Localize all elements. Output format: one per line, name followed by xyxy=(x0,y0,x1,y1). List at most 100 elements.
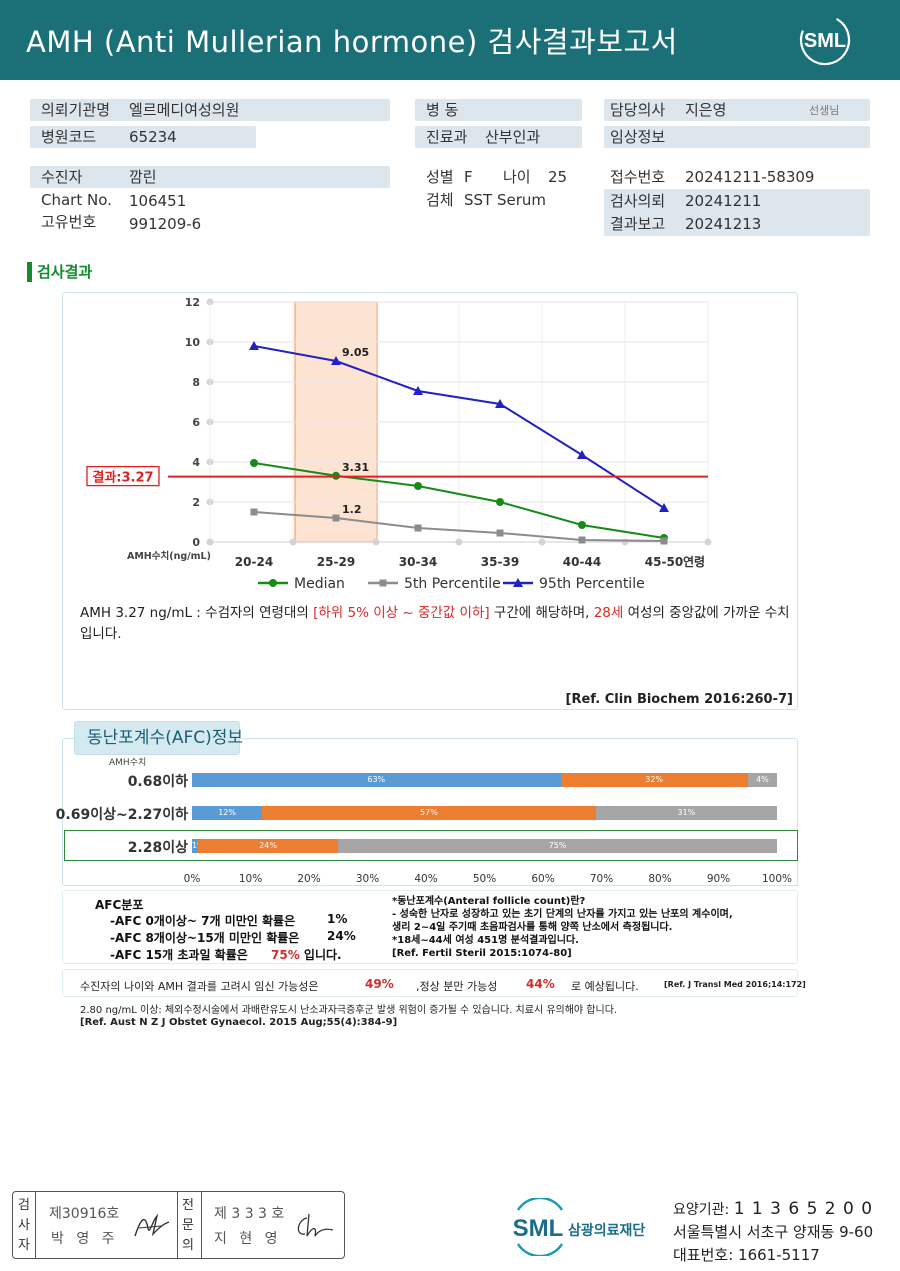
data-point xyxy=(659,503,669,512)
info-bar xyxy=(30,166,390,188)
signature-box: 검사자 제30916호 박 영 주 전문의 제 3 3 3 호 지 현 영 xyxy=(12,1191,345,1259)
data-point xyxy=(250,508,258,516)
receipt-no: 20241211-58309 xyxy=(685,168,815,186)
hospital-code: 65234 xyxy=(129,128,177,146)
afc-bar-segment: 1% xyxy=(192,839,198,853)
examiner-number: 제30916호 xyxy=(49,1206,120,1222)
ohss-ref: [Ref. Aust N Z J Obstet Gynaecol. 2015 A… xyxy=(80,1017,398,1028)
id-no: 991209-6 xyxy=(129,215,202,233)
label-sex: 성별 xyxy=(426,168,454,186)
interp-age: 28세 xyxy=(593,605,624,621)
ohss-warning: 2.80 ng/mL 이상: 체외수정시술에서 과배란유도시 난소과자극증후군 … xyxy=(80,1005,618,1016)
result-panel xyxy=(62,292,798,710)
doctor-suffix: 선생님 xyxy=(809,104,840,117)
data-point xyxy=(379,579,387,587)
interp-part1: AMH 3.27 ng/mL : 수검자의 연령대의 xyxy=(80,605,314,621)
afc-row-label: 2.28이상 xyxy=(127,840,188,856)
afc-stacked-bar: 1%24%75% xyxy=(192,839,777,853)
specialist-label: 전문의 xyxy=(182,1198,194,1253)
report-header: AMH (Anti Mullerian hormone) 검사결과보고서 SML xyxy=(0,0,900,80)
afc-tab: 동난포계수(AFC)정보 xyxy=(74,721,243,755)
y-tick-label: 8 xyxy=(192,376,200,389)
data-point xyxy=(249,341,259,350)
doctor: 지은영 xyxy=(685,101,727,119)
x-tick-label: 40-44 xyxy=(563,555,601,569)
label-age: 나이 xyxy=(503,168,531,186)
label-specimen: 검체 xyxy=(426,191,454,209)
data-point xyxy=(269,579,277,587)
x-tick-label: 45-50 xyxy=(645,555,683,569)
afc-x-tick: 50% xyxy=(472,873,497,885)
label-hospital-code: 병원코드 xyxy=(41,128,97,146)
label-chart-no: Chart No. xyxy=(41,191,112,209)
afc-amh-header: AMH수치 xyxy=(109,758,147,768)
label-ward: 병 동 xyxy=(426,101,459,119)
result-label: 결과:3.27 xyxy=(92,470,153,486)
data-point xyxy=(332,514,340,522)
sml-logo: SML xyxy=(796,12,854,68)
series-line xyxy=(253,345,665,509)
footer-logo-text: SML xyxy=(513,1215,564,1242)
afc-note-2: - 성숙한 난자로 성장하고 있는 초기 단계의 난자를 가지고 있는 난포의 … xyxy=(392,909,733,920)
afc-dist-line-3: -AFC 15개 초과일 확률은 xyxy=(110,948,248,962)
x-axis-suffix: 연령 xyxy=(683,554,705,569)
x-tick-label: 30-34 xyxy=(399,555,437,569)
result-label-box xyxy=(86,465,160,487)
afc-bar-segment: 32% xyxy=(560,773,748,787)
age: 25 xyxy=(548,168,568,186)
label-dept: 진료과 xyxy=(426,128,468,146)
interpretation-text: AMH 3.27 ng/mL : 수검자의 연령대의 [하위 5% 이상 ~ 중… xyxy=(80,603,790,645)
pregnancy-ref: [Ref. J Transl Med 2016;14:172] xyxy=(664,980,806,989)
afc-x-tick: 70% xyxy=(589,873,614,885)
y-tick-label: 2 xyxy=(192,496,200,509)
data-point xyxy=(495,399,505,408)
label-clinical: 임상정보 xyxy=(610,128,666,146)
afc-bar-segment: 4% xyxy=(747,773,777,787)
afc-note-3: 생리 2~4일 주기때 초음파검사를 통해 양쪽 난소에서 측정됩니다. xyxy=(392,922,673,933)
pregnancy-part3: 로 예상됩니다. xyxy=(571,980,639,993)
afc-x-tick: 10% xyxy=(238,873,263,885)
report-date: 20241213 xyxy=(685,215,762,233)
data-point xyxy=(578,521,586,529)
y-tick-label: 4 xyxy=(192,456,200,469)
y-axis-label: AMH수치(ng/mL) xyxy=(127,550,211,562)
chart-no: 106451 xyxy=(129,192,187,210)
data-point xyxy=(496,498,504,506)
afc-row-label: 0.68이하 xyxy=(127,774,188,790)
test-req-date: 20241211 xyxy=(685,192,762,210)
afc-x-tick: 80% xyxy=(648,873,672,885)
amh-line-chart: 0 2 4 6 8 10 12 20-24 25-29 30-34 35-39 40-44 45-50 연… xyxy=(86,296,712,592)
data-point xyxy=(496,529,504,537)
afc-x-tick: 20% xyxy=(297,873,321,885)
info-bar xyxy=(604,99,870,121)
specialist-name: 지 현 영 xyxy=(214,1231,282,1247)
data-point xyxy=(250,459,258,467)
org-address: 서울특별시 서초구 양재동 9-60 xyxy=(673,1223,874,1241)
legend-label: Median xyxy=(294,576,345,592)
afc-dist-line-2: -AFC 8개이상~15개 미만인 확률은 xyxy=(110,931,300,945)
data-label: 3.31 xyxy=(342,461,369,474)
y-tick-label: 6 xyxy=(192,416,200,429)
specialist-number: 제 3 3 3 호 xyxy=(214,1206,285,1222)
info-bar xyxy=(604,189,870,236)
afc-dist-value-3: 75% 입니다. xyxy=(271,948,342,962)
data-point xyxy=(513,578,523,587)
afc-row-label: 0.69이상~2.27이하 xyxy=(55,807,188,823)
section-title: 검사결과 xyxy=(37,263,93,281)
delivery-value: 44% xyxy=(526,977,555,991)
afc-highlight-row xyxy=(64,830,798,861)
section-marker xyxy=(27,262,32,282)
label-id-no: 고유번호 xyxy=(41,213,97,231)
pregnancy-part1: 수진자의 나이와 AMH 결과를 고려시 임신 가능성은 xyxy=(80,980,319,993)
sex: F xyxy=(464,168,473,186)
org-name: 삼광의료재단 xyxy=(568,1222,645,1239)
pregnancy-panel xyxy=(62,969,798,997)
afc-dist-value-2: 24% xyxy=(327,929,356,943)
afc-x-tick: 90% xyxy=(706,873,731,885)
series-line xyxy=(253,511,665,542)
info-bar xyxy=(415,99,582,121)
afc-dist-value-1: 1% xyxy=(327,912,348,926)
afc-x-tick: 40% xyxy=(414,873,438,885)
data-point xyxy=(414,482,422,490)
info-bar xyxy=(415,126,582,148)
